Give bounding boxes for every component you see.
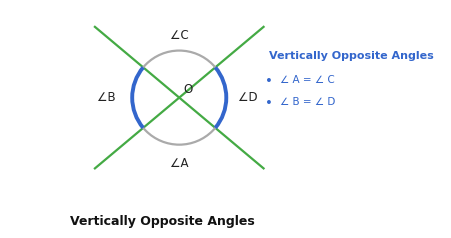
Text: O: O — [183, 83, 192, 96]
Text: ∠D: ∠D — [237, 91, 257, 104]
Text: ∠A: ∠A — [170, 157, 188, 170]
Text: ∠B: ∠B — [97, 91, 115, 104]
Text: Vertically Opposite Angles: Vertically Opposite Angles — [268, 50, 433, 61]
Text: ∠ B = ∠ D: ∠ B = ∠ D — [279, 97, 334, 107]
Text: •: • — [264, 97, 272, 109]
Text: •: • — [264, 75, 272, 88]
Text: ∠ A = ∠ C: ∠ A = ∠ C — [279, 75, 334, 85]
Text: Vertically Opposite Angles: Vertically Opposite Angles — [69, 215, 254, 228]
Text: ∠C: ∠C — [170, 29, 188, 42]
